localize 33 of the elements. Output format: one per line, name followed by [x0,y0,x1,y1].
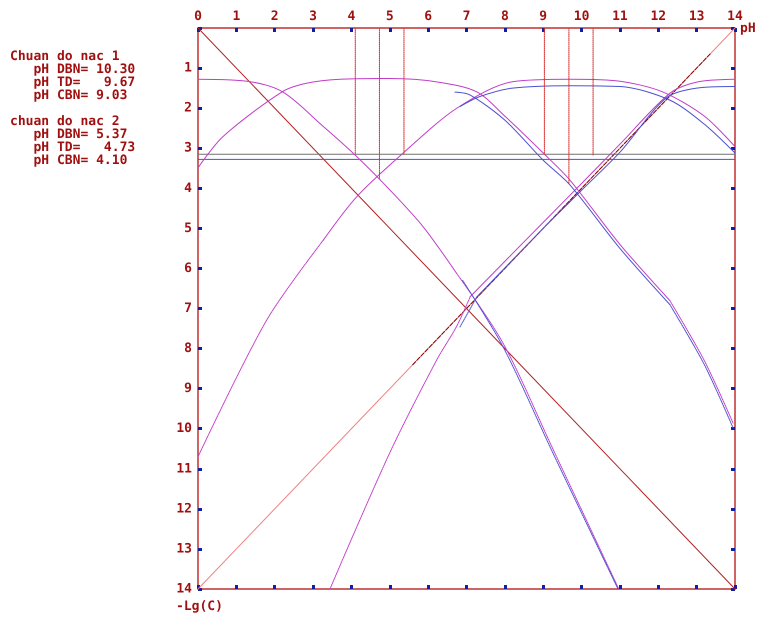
x-tick-label: 8 [500,9,509,24]
y-tick-label: 13 [176,541,192,556]
x-tick-label: 9 [539,9,548,24]
y-tick-label: 1 [184,60,192,76]
x-tick-label: 1 [232,9,240,24]
x-tick-label: 14 [727,9,743,24]
x-axis-title: pH [740,21,756,36]
x-tick-label: 11 [612,9,628,24]
text: chuan do nac 2 pH DBN= 5.37 pH TD= 4.73 pH CBN= 4.10 [10,114,136,168]
y-tick-label: 14 [176,582,192,596]
y-tick-label: 9 [184,381,192,396]
y-tick-label: 3 [184,140,192,156]
x-tick-label: 0 [194,9,202,24]
x-tick-label: 4 [348,9,356,24]
y-tick-label: 7 [184,301,192,316]
y-tick-label: 8 [184,341,192,356]
x-tick-label: 3 [309,9,317,24]
x-tick-label: 12 [650,9,666,24]
y-tick-label: 6 [184,260,192,276]
x-tick-label: 6 [424,9,432,24]
x-tick-label: 5 [386,9,394,24]
y-tick-label: 4 [184,180,192,196]
y-tick-label: 5 [184,220,192,236]
y-tick-label: 11 [176,461,192,476]
x-tick-label: 7 [462,9,470,24]
x-tick-label: 10 [574,9,590,24]
y-tick-label: 12 [176,501,192,516]
text: Chuan do nac 1 pH DBN= 10.30 pH TD= 9.67 pH CBN= 9.03 [10,49,136,103]
x-tick-label: 2 [270,9,279,24]
y-tick-label: 2 [184,100,192,116]
x-tick-label: 13 [688,9,704,24]
y-axis-title: -Lg(C) [176,599,223,614]
y-tick-label: 10 [176,421,192,436]
